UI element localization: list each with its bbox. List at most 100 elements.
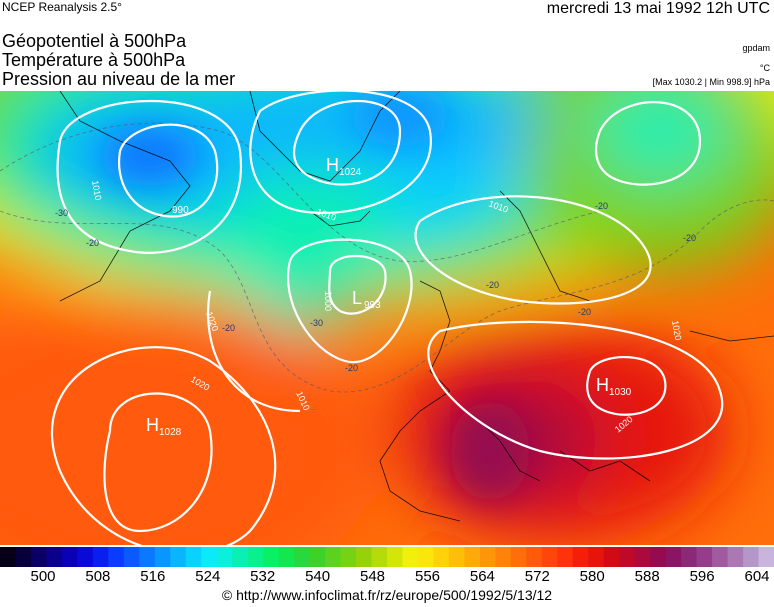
color-scale-tick: 572: [524, 568, 550, 585]
color-scale-tick: 540: [305, 568, 331, 585]
weather-map: H 1024 H 1028 H 1030 L 993 L 990 1010 10…: [0, 91, 774, 545]
color-scale-cell: [139, 547, 156, 567]
color-scale-cell: [402, 547, 419, 567]
color-scale-cell: [108, 547, 125, 567]
isotherm-label: -20: [86, 238, 99, 248]
color-scale-cell: [340, 547, 357, 567]
isotherm-label: -30: [310, 318, 323, 328]
color-scale-cell: [433, 547, 450, 567]
isotherm-label: -20: [683, 233, 696, 243]
isobar-label: 1000: [323, 291, 333, 311]
color-scale-cell: [619, 547, 636, 567]
color-scale-tick: 548: [359, 568, 386, 585]
title-pressure: Pression au niveau de la mer: [2, 69, 236, 89]
color-scale-cell: [696, 547, 713, 567]
color-scale-cell: [495, 547, 512, 567]
color-scale-tick: 500: [30, 568, 56, 585]
color-scale-cell: [294, 547, 311, 567]
isotherm-label: -20: [578, 307, 591, 317]
pressure-isobars: [51, 91, 724, 545]
low-center-west: L 990: [172, 205, 189, 216]
color-scale-cell: [387, 547, 404, 567]
isotherm-labels: -20 -20 -20 -20 -20 -20 -20 -30 -30: [55, 201, 696, 373]
high-center-mediterranean: H 1030: [596, 375, 632, 398]
pressure-letter: H: [146, 415, 159, 435]
color-scale-tick: 508: [85, 568, 111, 585]
color-scale-cell: [216, 547, 233, 567]
pressure-letter: H: [326, 155, 339, 175]
unit-temperature: °C: [759, 63, 770, 73]
color-scale-cell: [232, 547, 249, 567]
pressure-letter: H: [596, 375, 609, 395]
color-scale-tick: 604: [744, 568, 770, 585]
color-scale-cell: [603, 547, 620, 567]
color-scale-cell: [15, 547, 32, 567]
high-center-north: H 1024: [326, 155, 362, 178]
color-scale-tick: 588: [634, 568, 660, 585]
source-label: NCEP Reanalysis 2.5°: [2, 0, 122, 14]
color-scale-cell: [634, 547, 651, 567]
temperature-isotherms: [0, 122, 774, 393]
color-scale-cell: [557, 547, 574, 567]
color-scale-tick: 564: [469, 568, 495, 585]
color-scale-tick: 596: [689, 568, 715, 585]
pressure-letter: L: [352, 288, 362, 308]
color-scale-cell: [0, 547, 17, 567]
coastlines: [59, 91, 774, 522]
pressure-value: 1024: [339, 167, 362, 178]
color-scale-cell: [154, 547, 171, 567]
color-scale-ticks: 500 508 516 524 532 540 548 556 564 572 580 588 596 6…: [0, 568, 774, 586]
isotherm-label: -20: [345, 363, 358, 373]
color-scale-cell: [185, 547, 202, 567]
geopotential-field: [0, 91, 774, 545]
color-scale-cell: [325, 547, 342, 567]
pressure-value: 990: [172, 205, 189, 216]
isotherm-label: -30: [55, 208, 68, 218]
color-scale-cell: [30, 547, 48, 567]
color-scale-tick: 524: [195, 568, 221, 585]
color-scale-cell: [356, 547, 373, 567]
high-center-atlantic: H 1028: [146, 415, 182, 438]
color-scale-cell: [92, 547, 109, 567]
color-scale-cell: [743, 547, 760, 567]
color-scale-bar: [0, 547, 774, 567]
color-scale-cell: [278, 547, 295, 567]
color-scale-cell: [46, 547, 63, 567]
isotherm-label: -20: [486, 280, 499, 290]
isotherm-label: -20: [595, 201, 608, 211]
color-scale-cell: [681, 547, 698, 567]
color-scale-cell: [247, 547, 264, 567]
color-scale-cell: [201, 547, 218, 567]
pressure-value: 993: [364, 300, 381, 311]
color-scale-cell: [650, 547, 667, 567]
color-scale-cell: [263, 547, 280, 567]
color-scale-cell: [77, 547, 94, 567]
isotherm-label: -20: [222, 323, 235, 333]
color-scale-cell: [665, 547, 682, 567]
unit-pressure-range: [Max 1030.2 | Min 998.9] hPa: [652, 77, 770, 87]
pressure-center-markers: H 1024 H 1028 H 1030 L 993 L 990: [146, 155, 632, 438]
color-scale-cell: [588, 547, 605, 567]
datetime-label: mercredi 13 mai 1992 12h UTC: [546, 0, 770, 17]
color-scale-tick: 580: [579, 568, 605, 585]
color-scale-cell: [712, 547, 729, 567]
color-scale-cell: [727, 547, 744, 567]
color-scale-cell: [170, 547, 187, 567]
pressure-value: 1028: [159, 427, 182, 438]
isobar-label: 1010: [90, 180, 103, 201]
pressure-value: 1030: [609, 387, 632, 398]
color-scale-cell: [510, 547, 527, 567]
color-scale-cell: [417, 547, 435, 567]
color-scale-cell: [448, 547, 465, 567]
isobar-label: 1020: [670, 320, 683, 341]
color-scale-cell: [758, 547, 774, 567]
title-geopotential: Géopotentiel à 500hPa: [2, 31, 187, 51]
color-scale-cell: [572, 547, 589, 567]
title-temperature: Température à 500hPa: [2, 50, 186, 70]
color-scale-tick: 556: [414, 568, 441, 585]
color-scale-cell: [123, 547, 140, 567]
color-scale-cell: [541, 547, 558, 567]
color-scale-cell: [526, 547, 543, 567]
unit-geopotential: gpdam: [742, 43, 770, 53]
color-scale-cell: [479, 547, 496, 567]
